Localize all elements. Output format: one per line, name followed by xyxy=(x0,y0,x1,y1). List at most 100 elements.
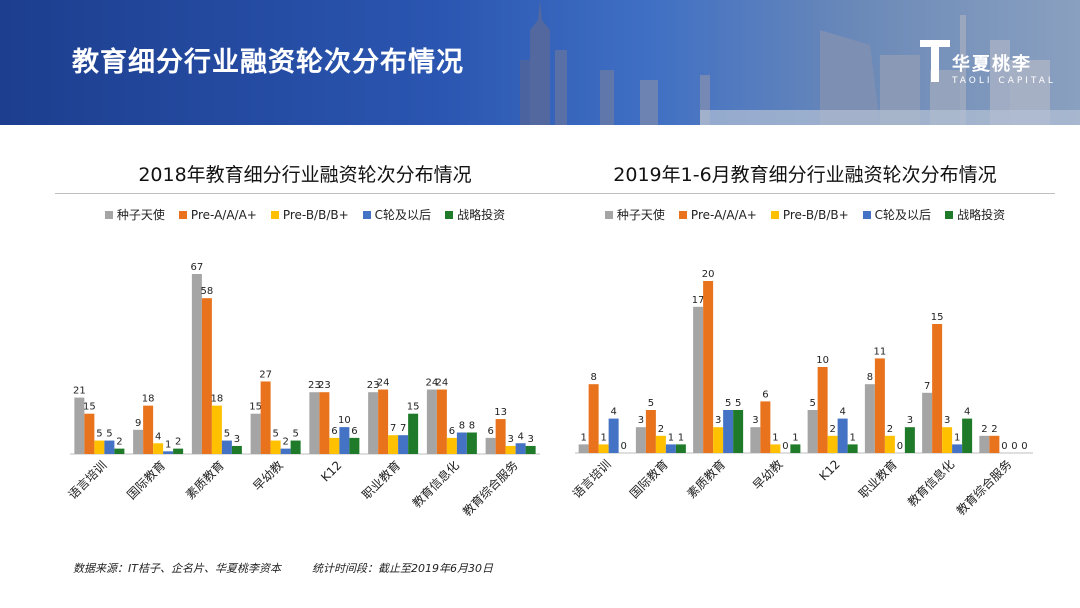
bar xyxy=(339,427,350,454)
bar xyxy=(368,392,379,454)
data-label: 1 xyxy=(772,432,778,443)
footer-note: 数据来源：IT桔子、企名片、华夏桃李资本 统计时间段：截止至2019年6月30日 xyxy=(73,560,493,576)
data-label: 3 xyxy=(907,415,913,426)
legend-item: C轮及以后 xyxy=(362,206,432,223)
bar xyxy=(665,444,676,453)
data-label: 3 xyxy=(527,434,533,445)
bar xyxy=(515,443,526,454)
bar xyxy=(153,443,164,454)
legend-swatch xyxy=(770,210,779,219)
data-label: 2 xyxy=(981,424,987,435)
data-label: 7 xyxy=(924,381,930,392)
legend-label: C轮及以后 xyxy=(374,208,432,222)
bar xyxy=(191,274,202,454)
bar xyxy=(598,444,609,453)
logo-mark-icon xyxy=(920,40,950,82)
bar xyxy=(837,418,848,453)
bar xyxy=(904,427,915,453)
data-label: 24 xyxy=(377,378,390,389)
bar xyxy=(932,324,943,453)
bar xyxy=(133,429,144,454)
data-label: 58 xyxy=(201,286,214,297)
legend-label: Pre-B/B/B+ xyxy=(282,207,349,222)
bar xyxy=(280,448,291,454)
bar xyxy=(505,445,516,454)
legend-label: 种子天使 xyxy=(616,208,665,222)
bar xyxy=(143,405,154,454)
chart-title: 2018年教育细分行业融资轮次分布情况 xyxy=(138,164,472,186)
data-label: 10 xyxy=(816,355,829,366)
category-label: 教育综合服务 xyxy=(953,457,1015,519)
data-label: 5 xyxy=(648,398,654,409)
data-label: 4 xyxy=(155,431,161,442)
title-divider xyxy=(555,193,1055,194)
data-label: 10 xyxy=(338,415,351,426)
bar xyxy=(319,392,330,454)
legend-swatch xyxy=(445,210,454,219)
data-label: 24 xyxy=(436,378,449,389)
data-label: 3 xyxy=(507,434,513,445)
bar xyxy=(329,437,340,454)
data-label: 20 xyxy=(702,269,715,280)
category-label: 语言培训 xyxy=(569,457,614,502)
data-label: 0 xyxy=(1001,441,1007,452)
data-label: 5 xyxy=(272,429,278,440)
data-label: 5 xyxy=(725,398,731,409)
bar xyxy=(163,451,174,454)
data-label: 1 xyxy=(668,432,674,443)
data-label: 21 xyxy=(73,386,86,397)
logo-subtext: TAOLI CAPITAL xyxy=(952,76,1056,86)
bar xyxy=(874,358,885,453)
category-label: 素质教育 xyxy=(182,458,227,503)
data-label: 15 xyxy=(407,402,420,413)
bar xyxy=(884,435,895,453)
category-label: 早幼教 xyxy=(749,457,785,493)
legend-label: Pre-A/A/A+ xyxy=(690,207,757,222)
legend-item: Pre-B/B/B+ xyxy=(270,206,349,223)
bar xyxy=(446,437,457,454)
category-label: K12 xyxy=(816,457,842,483)
legend-swatch xyxy=(270,210,279,219)
bar xyxy=(485,437,496,454)
data-label: 0 xyxy=(1021,441,1027,452)
legend-label: 种子天使 xyxy=(116,208,165,222)
bar xyxy=(114,448,125,454)
data-label: 2 xyxy=(175,437,181,448)
bar xyxy=(94,440,105,454)
category-label: 教育信息化 xyxy=(904,457,957,510)
city-skyline-image xyxy=(520,0,1080,125)
data-label: 1 xyxy=(792,432,798,443)
data-label: 18 xyxy=(211,394,224,405)
legend-label: 战略投资 xyxy=(457,208,506,222)
legend-item: 种子天使 xyxy=(104,206,165,223)
legend-swatch xyxy=(178,210,187,219)
legend-item: Pre-B/B/B+ xyxy=(770,206,849,223)
data-label: 4 xyxy=(964,407,970,418)
category-label: K12 xyxy=(318,458,344,484)
bar xyxy=(74,397,85,454)
data-label: 7 xyxy=(400,423,406,434)
data-label: 23 xyxy=(308,380,321,391)
bar xyxy=(588,384,599,453)
data-label: 7 xyxy=(390,423,396,434)
category-label: 教育综合服务 xyxy=(459,458,521,520)
data-label: 5 xyxy=(292,429,298,440)
data-label: 8 xyxy=(590,372,596,383)
bar xyxy=(750,427,761,453)
data-label: 15 xyxy=(249,402,262,413)
data-label: 1 xyxy=(580,432,586,443)
legend-swatch xyxy=(362,210,371,219)
bar xyxy=(807,410,818,453)
data-label: 23 xyxy=(318,380,331,391)
bar xyxy=(398,435,409,454)
legend-label: Pre-B/B/B+ xyxy=(782,207,849,222)
data-label: 6 xyxy=(351,426,357,437)
legend-item: 战略投资 xyxy=(945,206,1005,223)
legend-item: 战略投资 xyxy=(445,206,505,223)
data-label: 27 xyxy=(259,369,272,380)
data-label: 18 xyxy=(142,394,155,405)
bar xyxy=(495,419,506,454)
legend-swatch xyxy=(604,210,613,219)
data-label: 4 xyxy=(517,431,523,442)
bar xyxy=(201,298,212,454)
